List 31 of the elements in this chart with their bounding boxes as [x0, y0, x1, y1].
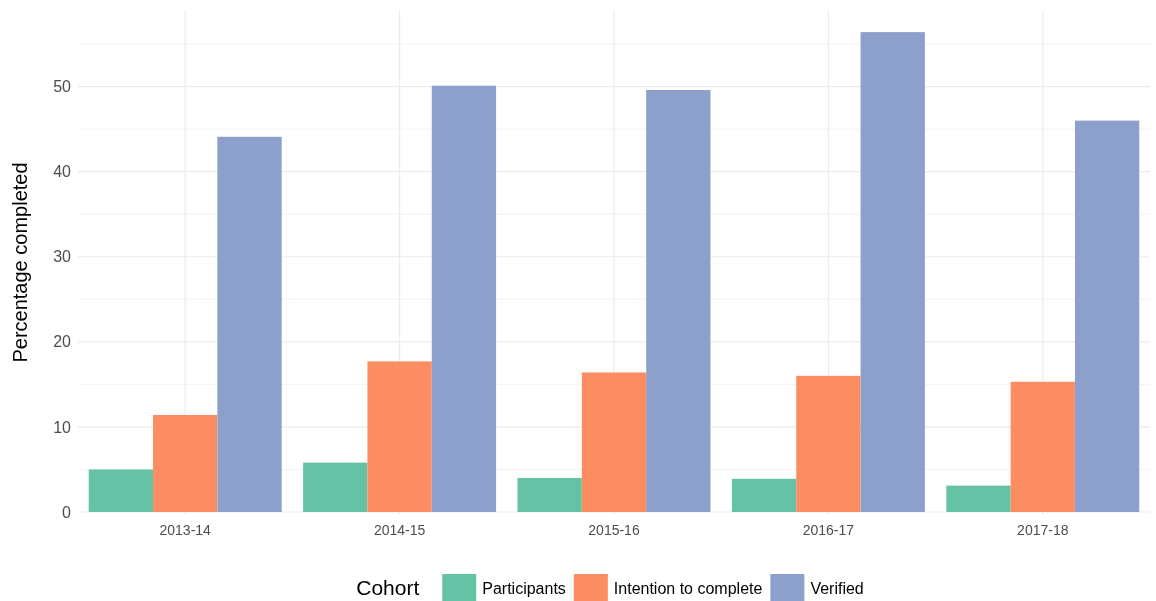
- y-tick-label: 50: [53, 78, 72, 96]
- y-tick-label: 10: [53, 418, 72, 436]
- x-tick-label: 2016-17: [802, 521, 855, 538]
- bar: [88, 469, 154, 512]
- bar: [581, 372, 647, 512]
- bar: [431, 85, 497, 512]
- y-tick-label: 30: [53, 248, 72, 266]
- legend-label: Intention to complete: [613, 579, 763, 597]
- legend-label: Verified: [810, 579, 864, 597]
- y-tick-label: 20: [53, 333, 72, 351]
- y-axis-title: Percentage completed: [9, 162, 31, 363]
- bar: [303, 462, 368, 512]
- bar: [646, 89, 711, 512]
- bar: [517, 477, 582, 512]
- bar: [217, 136, 282, 512]
- bar: [367, 361, 432, 512]
- bar: [946, 485, 1011, 512]
- y-tick-label: 40: [53, 163, 72, 181]
- bar: [731, 478, 797, 512]
- bar: [1010, 381, 1075, 512]
- bar: [1074, 120, 1140, 512]
- bar: [860, 32, 925, 512]
- x-tick-label: 2015-16: [588, 521, 640, 538]
- x-tick-label: 2013-14: [159, 521, 212, 538]
- legend-title: Cohort: [356, 576, 420, 600]
- x-tick-label: 2014-15: [373, 521, 426, 538]
- y-tick-label: 0: [62, 503, 72, 521]
- bar: [153, 415, 218, 512]
- legend-label: Participants: [482, 579, 566, 597]
- x-tick-label: 2017-18: [1017, 521, 1069, 538]
- bar: [796, 375, 861, 512]
